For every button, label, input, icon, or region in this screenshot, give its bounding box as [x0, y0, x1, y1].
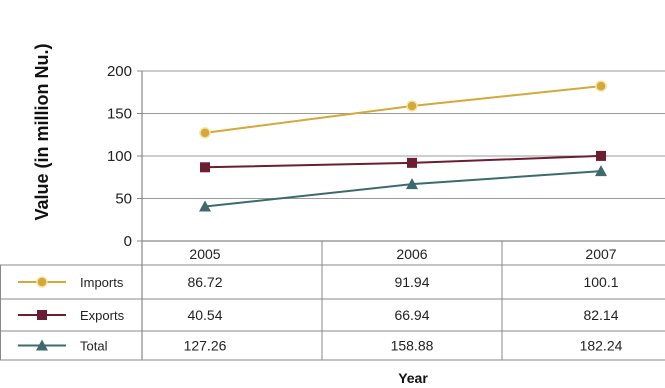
data-point — [199, 127, 211, 139]
data-table: 2005 2006 2007 Imports 86.72 91.94 100.1 Export… — [0, 240, 665, 361]
series-line — [204, 170, 602, 208]
y-tick-label: 150 — [107, 106, 132, 123]
data-label: 91.94 — [394, 274, 429, 290]
data-point — [199, 200, 211, 212]
legend-label: Total — [80, 339, 108, 354]
y-tick-label: 50 — [115, 191, 132, 208]
legend-marker — [36, 339, 48, 351]
data-label: 100.1 — [583, 274, 618, 290]
x-axis-label: Year — [398, 370, 428, 386]
data-label: 127.26 — [184, 338, 227, 354]
data-label: 182.24 — [580, 338, 623, 354]
data-label: 82.14 — [583, 307, 618, 323]
data-label: 86.72 — [187, 274, 222, 290]
data-label: 40.54 — [187, 307, 222, 323]
y-axis: 0 50 100 150 200 — [107, 63, 142, 250]
y-axis-label: Value (in million Nu.) — [32, 43, 52, 220]
data-point — [595, 80, 607, 92]
legend-label: Imports — [80, 275, 124, 290]
data-point — [595, 165, 607, 177]
x-tick-label: 2007 — [585, 246, 616, 262]
data-point — [407, 157, 417, 168]
x-tick-label: 2006 — [396, 246, 427, 262]
legend-marker — [36, 276, 48, 288]
y-tick-label: 200 — [107, 63, 132, 80]
data-point — [406, 178, 418, 190]
data-point — [200, 162, 210, 173]
y-tick-label: 100 — [107, 148, 132, 165]
x-tick-label: 2005 — [189, 246, 220, 262]
plot-area — [199, 80, 607, 212]
data-point — [406, 100, 418, 112]
data-point — [596, 150, 606, 161]
series-line — [204, 85, 602, 134]
legend-marker — [37, 310, 47, 320]
legend-label: Exports — [80, 308, 125, 323]
y-tick-label: 0 — [124, 233, 132, 250]
data-label: 66.94 — [394, 307, 429, 323]
data-label: 158.88 — [391, 338, 434, 354]
series-line — [204, 154, 602, 169]
